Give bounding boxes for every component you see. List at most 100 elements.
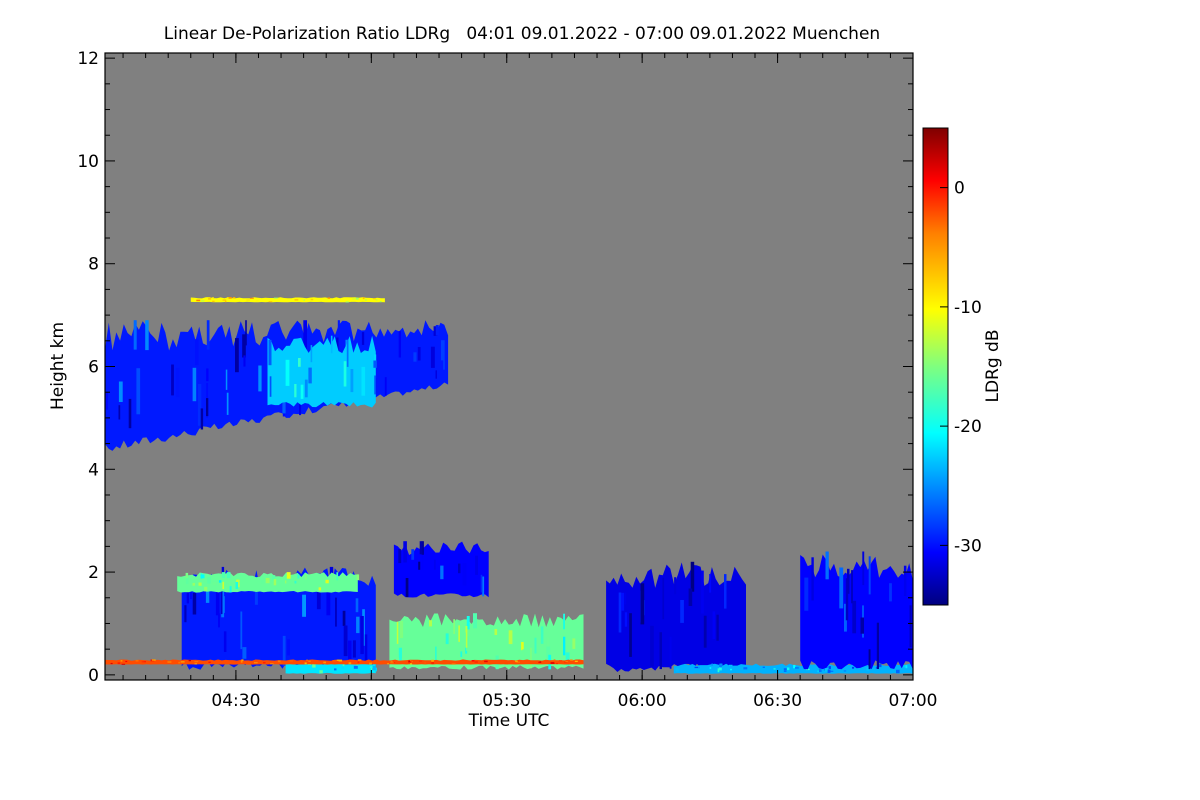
feature-streak	[482, 576, 485, 597]
feature-streak	[717, 668, 720, 673]
feature-streak	[273, 579, 277, 586]
x-tick-label: 07:00	[889, 691, 938, 711]
feature-streak	[716, 614, 719, 641]
feature-streak	[694, 666, 698, 669]
feature-streak	[282, 393, 286, 414]
feature-streak	[387, 663, 389, 665]
colorbar-tick-label: 0	[954, 179, 965, 199]
feature-streak	[300, 384, 304, 399]
feature-streak	[565, 661, 568, 662]
x-tick-label: 05:00	[347, 691, 396, 711]
feature-streak	[403, 541, 407, 563]
feature-streak	[185, 577, 189, 585]
feature-streak	[125, 660, 128, 663]
feature-streak	[110, 662, 113, 665]
feature-streak	[334, 668, 337, 671]
feature-streak	[845, 578, 849, 621]
feature-streak	[221, 572, 226, 578]
feature-streak	[474, 661, 478, 663]
feature-streak	[471, 660, 475, 662]
colorbar-tick-label: -20	[954, 417, 982, 437]
feature-streak	[235, 582, 239, 589]
feature-streak	[411, 549, 415, 560]
feature-streak	[903, 665, 908, 668]
feature-streak	[286, 572, 291, 579]
feature-streak	[829, 670, 834, 672]
feature-streak	[357, 659, 362, 661]
feature-streak	[265, 577, 270, 584]
feature-streak	[419, 541, 423, 555]
feature-streak	[208, 297, 212, 300]
feature-streak	[384, 377, 387, 396]
feature-streak	[709, 667, 712, 669]
feature-streak	[310, 345, 313, 363]
feature-streak	[909, 605, 912, 648]
feature-streak	[398, 331, 401, 358]
feature-streak	[640, 583, 645, 625]
feature-streak	[226, 572, 231, 579]
y-tick-label: 10	[77, 152, 99, 172]
feature-streak	[282, 635, 286, 666]
feature-streak	[136, 368, 141, 415]
feature-streak	[117, 662, 121, 665]
feature-streak	[274, 661, 277, 663]
feature-streak	[178, 661, 181, 664]
feature-streak	[852, 666, 855, 669]
feature-streak	[241, 659, 244, 661]
feature-streak	[896, 669, 900, 674]
feature-streak	[411, 660, 415, 662]
feature-streak	[208, 661, 211, 663]
feature-streak	[398, 549, 402, 564]
feature-streak	[843, 670, 847, 672]
feature-streak	[312, 663, 316, 668]
feature-streak	[287, 639, 290, 656]
feature-streak	[242, 334, 246, 358]
feature-streak	[570, 659, 573, 661]
feature-streak	[550, 662, 555, 664]
feature-streak	[185, 572, 189, 580]
feature-streak	[306, 659, 308, 661]
feature-streak	[206, 398, 209, 417]
y-tick-label: 12	[77, 49, 99, 69]
feature-streak	[326, 584, 331, 616]
feature-streak	[408, 662, 412, 664]
feature-mid-cloud	[393, 541, 489, 598]
feature-low-cloud-b	[606, 561, 746, 672]
feature-streak	[574, 660, 578, 662]
feature-streak	[308, 660, 311, 662]
feature-low-cloud-a-top	[177, 572, 360, 593]
feature-cirrus-trace	[190, 297, 385, 303]
feature-streak	[431, 659, 434, 662]
feature-streak	[730, 668, 732, 671]
feature-streak	[204, 586, 208, 592]
feature-streak	[372, 665, 376, 671]
feature-streak	[348, 662, 352, 665]
feature-streak	[866, 667, 870, 671]
feature-streak	[563, 636, 566, 656]
feature-streak	[905, 665, 908, 669]
feature-streak	[429, 620, 432, 627]
feature-streak	[433, 559, 436, 570]
feature-streak	[171, 364, 174, 396]
feature-streak	[818, 669, 822, 673]
feature-streak	[811, 557, 814, 601]
feature-streak	[825, 551, 829, 580]
feature-streak	[783, 668, 787, 671]
feature-streak	[261, 580, 265, 584]
feature-streak	[345, 298, 348, 299]
feature-streak	[364, 299, 367, 301]
feature-streak	[369, 666, 373, 669]
y-axis-label: Height km	[48, 322, 68, 410]
feature-streak	[847, 568, 850, 594]
feature-streak	[521, 642, 524, 651]
feature-streak	[621, 592, 625, 611]
feature-streak	[728, 664, 733, 666]
feature-streak	[327, 297, 331, 299]
feature-streak	[413, 352, 417, 362]
feature-streak	[494, 629, 498, 635]
feature-streak	[352, 640, 356, 658]
feature-streak	[273, 297, 278, 299]
feature-shape	[673, 663, 913, 674]
feature-streak	[296, 660, 299, 662]
